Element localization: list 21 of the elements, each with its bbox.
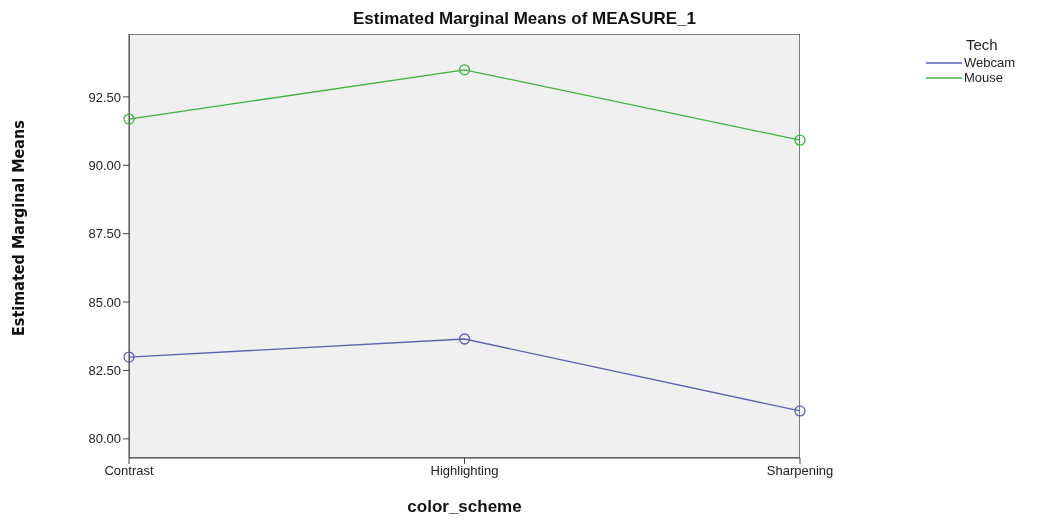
point [123,351,135,363]
legend-label: Webcam [964,55,1016,70]
x-axis-title: color_scheme [407,497,522,516]
point [458,64,471,76]
y-tick-label: 82.50 [88,363,121,379]
y-tick-label: 87.50 [88,226,121,242]
point [794,405,806,417]
y-tick-label: 92.50 [88,89,121,105]
y-tick-label: 90.00 [88,157,121,173]
y-axis-title: Estimated Marginal Means [8,120,28,336]
point [794,134,806,146]
point [123,113,135,125]
y-tick-label: 85.00 [88,294,121,310]
legend-label: Mouse [964,70,1004,85]
x-tick-label: Sharpening [766,463,834,479]
x-tick-label: Highlighting [430,463,499,479]
x-tick-label: Contrast [104,463,154,479]
legend-title: Tech [966,36,999,53]
y-tick-label: 80.00 [88,431,121,447]
point [458,333,471,345]
chart-title: Estimated Marginal Means of MEASURE_1 [352,8,697,30]
